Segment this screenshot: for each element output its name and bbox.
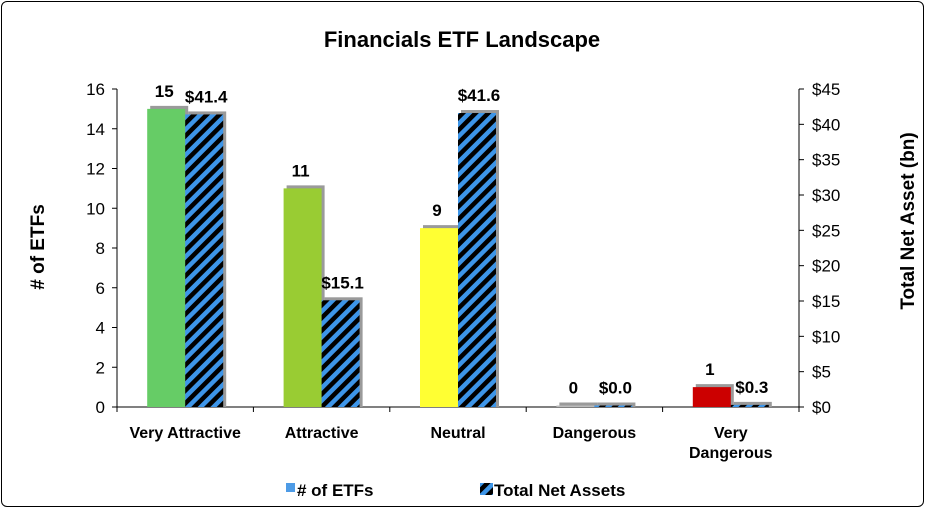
x-category-label: Very Attractive bbox=[129, 425, 241, 442]
x-category-label: Dangerous bbox=[553, 425, 637, 442]
total-net-assets-bar bbox=[730, 404, 769, 407]
total-net-assets-bar bbox=[458, 113, 496, 407]
y-tick-label: 14 bbox=[86, 120, 105, 139]
y-tick-label: 10 bbox=[86, 199, 105, 218]
chart-title: Financials ETF Landscape bbox=[324, 27, 600, 52]
y-tick-label: 0 bbox=[96, 398, 105, 417]
y2-tick-label: $40 bbox=[812, 115, 840, 134]
etf-count-bar bbox=[692, 387, 731, 407]
y-tick-label: 6 bbox=[96, 279, 105, 298]
legend-swatch-etf bbox=[286, 483, 295, 492]
etf-count-data-label: 15 bbox=[155, 82, 174, 101]
etf-count-data-label: 11 bbox=[292, 161, 310, 180]
y2-axis-title: Total Net Asset (bn) bbox=[898, 132, 919, 309]
tna-data-label: $0.3 bbox=[735, 378, 768, 397]
x-category-label: Very bbox=[714, 425, 748, 442]
tna-bar-shadow bbox=[597, 402, 636, 407]
y2-tick-label: $15 bbox=[812, 292, 840, 311]
x-category-label: Neutral bbox=[430, 425, 485, 442]
tna-data-label: $41.4 bbox=[185, 87, 228, 106]
tna-data-label: $0.0 bbox=[599, 379, 632, 398]
y2-tick-label: $45 bbox=[812, 80, 840, 99]
y2-tick-label: $5 bbox=[812, 363, 831, 382]
etf-bar-shadow bbox=[559, 402, 598, 407]
tna-bar-shadow bbox=[733, 401, 772, 407]
etf-count-data-label: 1 bbox=[705, 360, 714, 379]
y-tick-label: 4 bbox=[96, 319, 105, 338]
etf-count-data-label: 0 bbox=[569, 379, 578, 398]
y-tick-label: 12 bbox=[86, 160, 105, 179]
y2-tick-label: $20 bbox=[812, 257, 840, 276]
legend-swatch-tna bbox=[480, 483, 493, 495]
y2-tick-label: $30 bbox=[812, 186, 840, 205]
etf-count-data-label: 9 bbox=[432, 201, 441, 220]
x-category-label: Dangerous bbox=[689, 445, 773, 462]
y-tick-label: 8 bbox=[96, 239, 105, 258]
y-tick-label: 2 bbox=[96, 358, 105, 377]
etf-count-bar bbox=[556, 405, 595, 407]
tna-data-label: $15.1 bbox=[321, 273, 364, 292]
total-net-assets-bar bbox=[594, 405, 633, 407]
legend-label-etf: # of ETFs bbox=[297, 481, 374, 500]
y-axis-title: # of ETFs bbox=[28, 204, 49, 290]
y2-tick-label: $0 bbox=[812, 398, 831, 417]
etf-count-bar bbox=[420, 228, 458, 407]
y2-tick-label: $25 bbox=[812, 221, 840, 240]
total-net-assets-bar bbox=[321, 300, 360, 407]
tna-data-label: $41.6 bbox=[458, 86, 501, 105]
y2-tick-label: $10 bbox=[812, 327, 840, 346]
etf-count-bar bbox=[147, 108, 186, 407]
y2-tick-label: $35 bbox=[812, 151, 840, 170]
legend-label-tna: Total Net Assets bbox=[494, 481, 625, 500]
y-tick-label: 16 bbox=[86, 80, 105, 99]
etf-count-bar bbox=[283, 188, 322, 407]
total-net-assets-bar bbox=[185, 114, 224, 407]
x-category-label: Attractive bbox=[285, 425, 359, 442]
